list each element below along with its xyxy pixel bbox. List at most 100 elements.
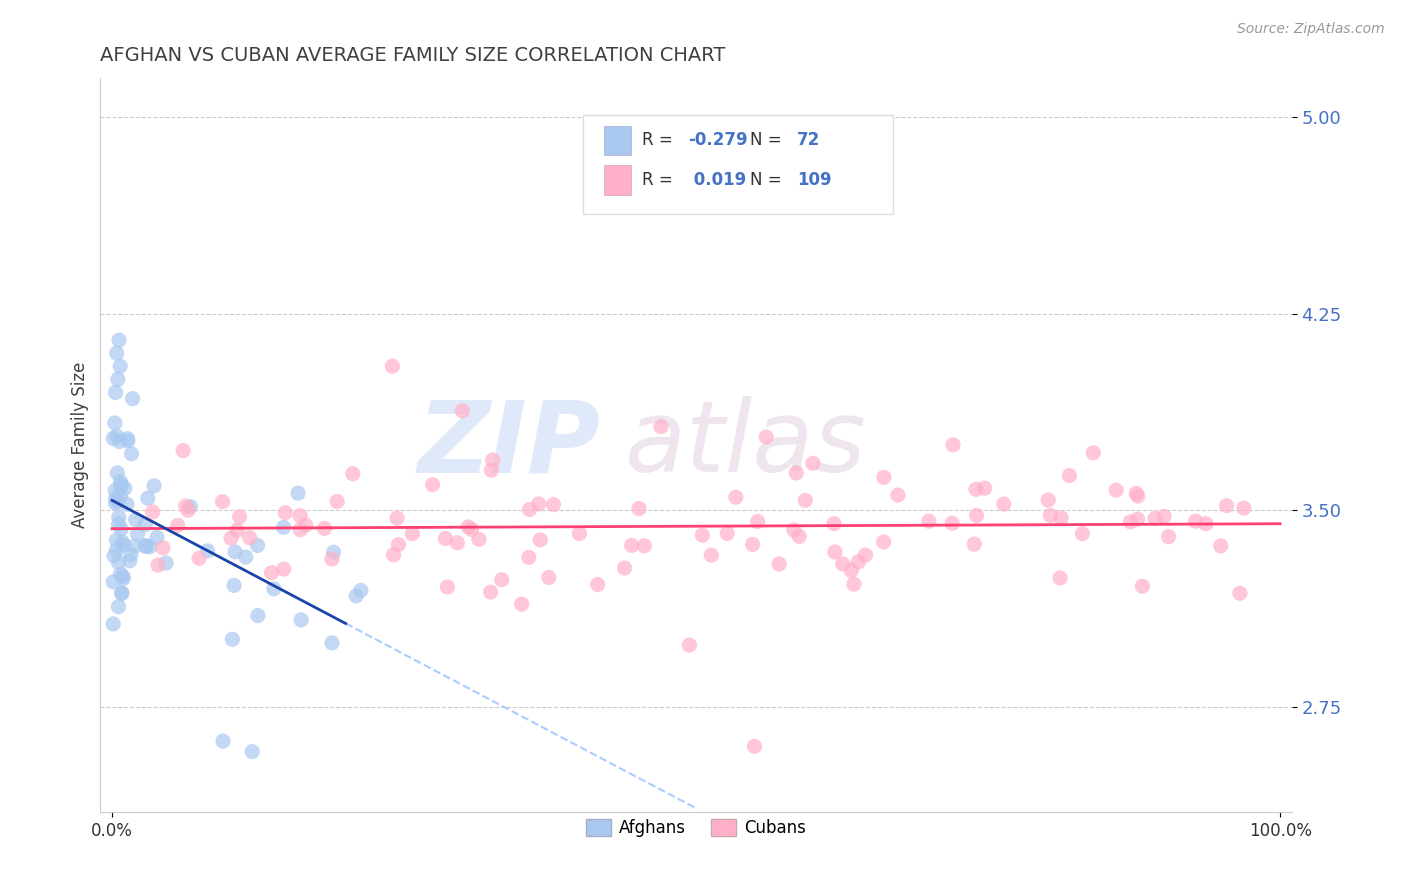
Point [111,586,134,600]
Point [314,521,336,535]
Point [700,548,723,562]
Point [586,577,609,591]
Point [121,392,143,406]
Point [221,632,243,647]
Point [941,516,963,531]
Text: R =: R = [643,171,679,189]
Point [1083,446,1105,460]
Point [103,431,125,445]
Point [823,516,845,531]
Point [273,520,295,534]
Point [1125,486,1147,500]
Point [135,540,157,554]
Point [613,561,636,575]
Point [103,616,125,631]
Point [422,477,444,491]
Point [842,577,865,591]
Text: 0.019: 0.019 [688,171,747,189]
Point [211,494,233,508]
Point [993,497,1015,511]
Point [110,522,132,536]
Point [104,416,127,430]
Point [172,443,194,458]
Point [105,533,128,547]
Point [741,537,763,551]
Point [1049,571,1071,585]
Text: N =: N = [749,171,786,189]
Point [401,526,423,541]
Point [263,582,285,596]
Point [942,438,965,452]
Point [839,564,862,578]
Point [887,488,910,502]
Point [855,548,877,562]
Point [146,530,169,544]
Point [873,470,896,484]
Point [228,509,250,524]
Point [105,542,128,557]
Point [537,570,560,584]
Point [246,608,269,623]
Point [294,518,316,533]
Point [1105,483,1128,497]
Point [127,527,149,541]
Point [212,734,235,748]
Point [650,419,672,434]
Point [620,538,643,552]
Point [801,456,824,470]
Point [104,491,127,506]
Point [963,537,986,551]
Point [966,508,988,523]
Point [105,346,128,360]
Point [387,537,409,551]
Point [1119,515,1142,529]
Point [543,498,565,512]
Point [1132,579,1154,593]
Point [633,539,655,553]
Y-axis label: Average Family Size: Average Family Size [72,361,89,528]
Point [188,551,211,566]
Point [103,549,125,563]
Text: AFGHAN VS CUBAN AVERAGE FAMILY SIZE CORRELATION CHART: AFGHAN VS CUBAN AVERAGE FAMILY SIZE CORR… [100,46,725,65]
Point [143,479,166,493]
Point [138,540,160,554]
Point [321,552,343,566]
Point [342,467,364,481]
Point [103,574,125,589]
Point [239,531,262,545]
Point [111,535,134,549]
Point [824,545,846,559]
Point [288,508,311,523]
Point [481,453,503,467]
Point [110,489,132,503]
Point [110,475,132,489]
Point [121,447,143,461]
FancyBboxPatch shape [605,165,630,194]
Text: Source: ZipAtlas.com: Source: ZipAtlas.com [1237,22,1385,37]
Point [111,569,134,583]
Point [287,486,309,500]
Point [104,496,127,510]
Point [110,567,132,582]
Point [1215,499,1237,513]
Point [197,544,219,558]
Point [1184,514,1206,528]
Point [973,481,995,495]
Point [1153,509,1175,524]
Point [290,523,312,537]
Point [678,638,700,652]
Point [110,479,132,493]
Point [460,523,482,537]
Text: R =: R = [643,131,679,150]
Point [146,558,169,573]
Point [755,430,778,444]
Text: N =: N = [749,131,786,150]
Point [446,536,468,550]
Point [111,586,134,600]
Point [846,555,869,569]
Point [517,550,540,565]
Point [568,526,591,541]
Text: atlas: atlas [624,396,866,493]
Point [385,511,408,525]
Text: 109: 109 [797,171,832,189]
